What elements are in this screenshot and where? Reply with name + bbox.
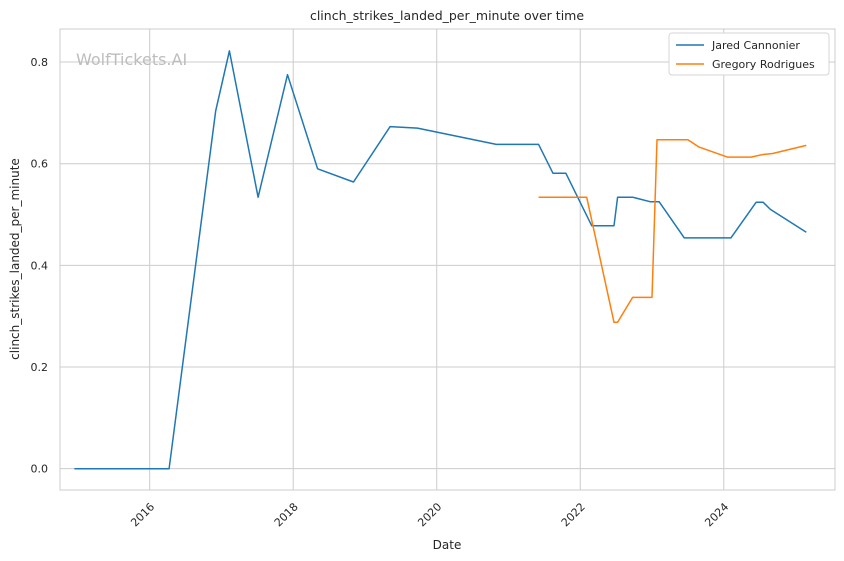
- legend-label-2: Gregory Rodrigues: [712, 58, 815, 71]
- series-line-1: [74, 50, 807, 470]
- x-axis-label: Date: [433, 538, 462, 552]
- y-tick-label: 0.2: [31, 361, 49, 374]
- watermark: WolfTickets.AI: [76, 50, 187, 69]
- y-tick-label: 0.4: [31, 259, 49, 272]
- y-tick-label: 0.0: [31, 463, 49, 476]
- y-tick-label: 0.8: [31, 56, 49, 69]
- legend: Jared Cannonier Gregory Rodrigues: [668, 32, 830, 76]
- y-axis-ticks: 0.0 0.2 0.4 0.6 0.8: [31, 56, 49, 476]
- series-line-2: [538, 139, 807, 324]
- y-tick-label: 0.6: [31, 158, 49, 171]
- legend-box: [668, 32, 830, 76]
- chart-title: clinch_strikes_landed_per_minute over ti…: [310, 8, 584, 23]
- plot-frame: [59, 28, 836, 491]
- series-layer: [74, 50, 807, 470]
- y-axis-label: clinch_strikes_landed_per_minute: [8, 158, 22, 360]
- legend-label-1: Jared Cannonier: [711, 39, 800, 52]
